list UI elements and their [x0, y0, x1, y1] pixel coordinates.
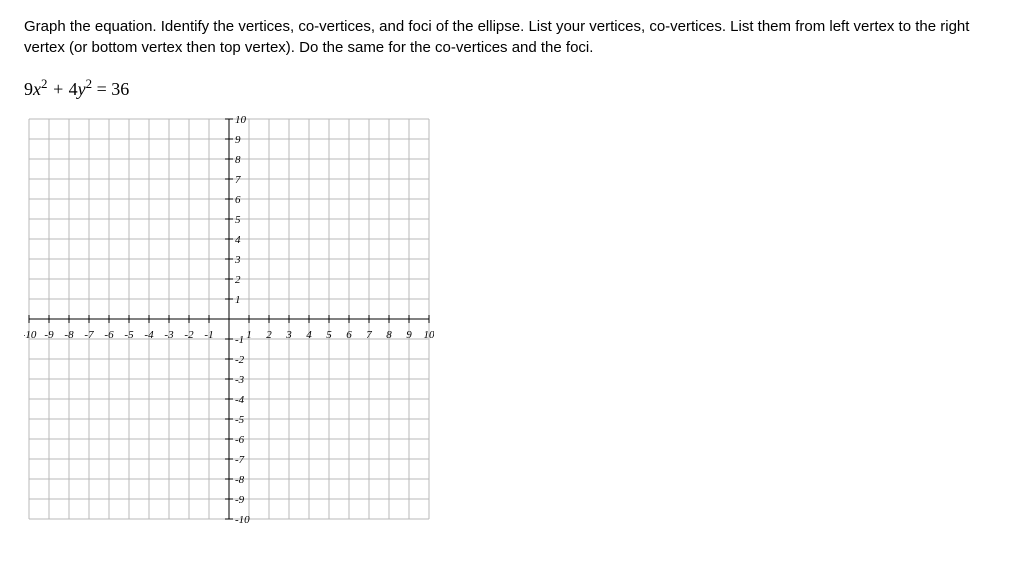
- svg-text:4: 4: [235, 234, 241, 246]
- coordinate-grid: -10-9-8-7-6-5-4-3-2-11234567891010987654…: [24, 114, 434, 524]
- svg-text:-6: -6: [235, 434, 245, 446]
- grid-svg: -10-9-8-7-6-5-4-3-2-11234567891010987654…: [24, 114, 434, 524]
- svg-text:1: 1: [246, 329, 252, 341]
- var-y: y: [78, 79, 86, 99]
- svg-text:-8: -8: [235, 474, 245, 486]
- svg-text:1: 1: [235, 294, 241, 306]
- svg-text:-4: -4: [235, 394, 245, 406]
- svg-text:6: 6: [346, 329, 352, 341]
- svg-text:-3: -3: [164, 329, 174, 341]
- svg-text:-7: -7: [235, 454, 245, 466]
- svg-text:7: 7: [366, 329, 372, 341]
- svg-text:-4: -4: [144, 329, 154, 341]
- svg-text:2: 2: [235, 274, 241, 286]
- op-plus: +: [47, 79, 68, 99]
- svg-text:3: 3: [285, 329, 292, 341]
- coef-b: 4: [69, 79, 78, 99]
- svg-text:9: 9: [406, 329, 412, 341]
- op-eq: =: [92, 79, 111, 99]
- question-prompt: Graph the equation. Identify the vertice…: [24, 16, 984, 58]
- svg-text:-2: -2: [184, 329, 194, 341]
- svg-text:3: 3: [234, 254, 241, 266]
- svg-text:-9: -9: [235, 494, 245, 506]
- svg-text:2: 2: [266, 329, 272, 341]
- var-x: x: [33, 79, 41, 99]
- svg-text:5: 5: [235, 214, 241, 226]
- svg-text:-7: -7: [84, 329, 94, 341]
- rhs: 36: [111, 79, 129, 99]
- svg-text:-1: -1: [235, 334, 244, 346]
- svg-text:5: 5: [326, 329, 332, 341]
- svg-text:-1: -1: [204, 329, 213, 341]
- svg-text:-10: -10: [235, 514, 250, 524]
- svg-text:10: 10: [235, 114, 247, 126]
- svg-text:6: 6: [235, 194, 241, 206]
- coef-a: 9: [24, 79, 33, 99]
- svg-text:-9: -9: [44, 329, 54, 341]
- svg-text:9: 9: [235, 134, 241, 146]
- svg-text:-5: -5: [235, 414, 245, 426]
- svg-text:-2: -2: [235, 354, 245, 366]
- svg-text:-5: -5: [124, 329, 134, 341]
- svg-text:7: 7: [235, 174, 241, 186]
- svg-text:-3: -3: [235, 374, 245, 386]
- svg-text:8: 8: [235, 154, 241, 166]
- svg-text:10: 10: [424, 329, 435, 341]
- equation-display: 9x2 + 4y2 = 36: [24, 76, 1012, 100]
- svg-text:-6: -6: [104, 329, 114, 341]
- svg-text:-8: -8: [64, 329, 74, 341]
- svg-text:-10: -10: [24, 329, 37, 341]
- svg-text:4: 4: [306, 329, 312, 341]
- svg-text:8: 8: [386, 329, 392, 341]
